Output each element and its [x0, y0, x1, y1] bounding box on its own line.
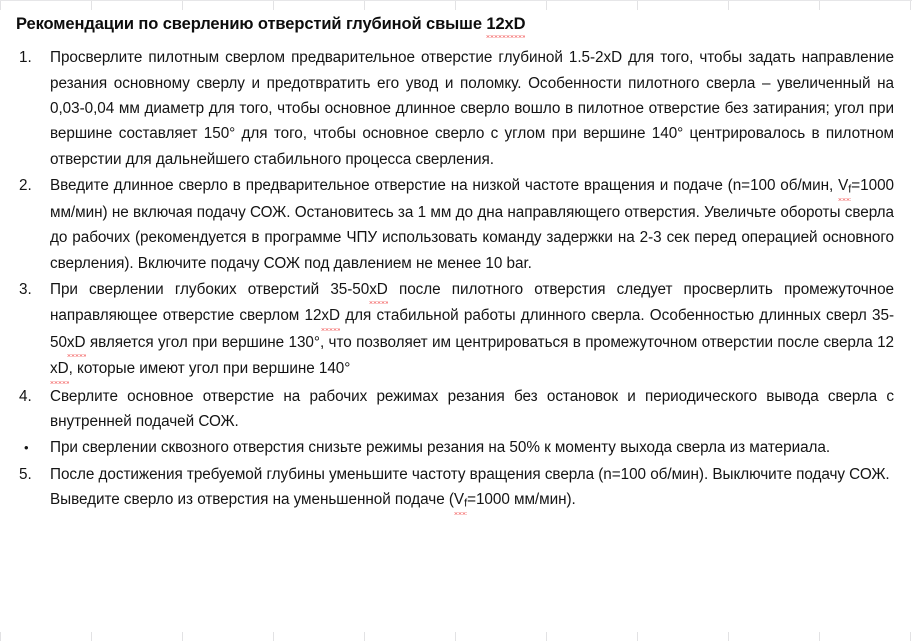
list-number-marker: 1. — [19, 49, 32, 67]
spellcheck-misspelled-word: 12xD — [486, 13, 526, 39]
list-item-text: При сверлении сквозного отверстия снизьт… — [50, 439, 831, 457]
list-bullet-marker: • — [24, 440, 29, 456]
list-item-text: После достижения требуемой глубины умень… — [50, 462, 896, 516]
spellcheck-misspelled-word: Vf — [453, 487, 468, 516]
list-item-text: Введите длинное сверло в предварительное… — [50, 173, 896, 276]
list-item: 3. При сверлении глубоких отверстий 35-50… — [16, 277, 896, 384]
list-number-marker: 5. — [19, 465, 32, 483]
list-number-marker: 3. — [19, 280, 32, 298]
list-item-text: Сверлите основное отверстие на рабочих р… — [50, 387, 894, 430]
list-item: • При сверлении сквозного отверстия снизь… — [16, 435, 896, 460]
spellcheck-misspelled-word: xD — [369, 277, 388, 305]
spellcheck-misspelled-word: xD — [321, 303, 340, 332]
instruction-list: 1. Просверлите пилотным сверлом предварит… — [16, 45, 896, 516]
list-item: 4. Сверлите основное отверстие на рабочих… — [16, 384, 896, 435]
list-item-text: Просверлите пилотным сверлом предварител… — [50, 49, 894, 168]
list-item-text: При сверлении глубоких отверстий 35-50xD… — [50, 277, 896, 384]
spellcheck-misspelled-word: xD — [66, 330, 86, 358]
page-title: Рекомендации по сверлению отверстий глуб… — [16, 13, 896, 39]
list-number-marker: 4. — [19, 387, 32, 405]
list-number-marker: 2. — [19, 177, 32, 195]
list-item: 5. После достижения требуемой глубины уме… — [16, 462, 896, 516]
subscript-text: f — [848, 183, 852, 196]
spellcheck-misspelled-word: xD — [50, 356, 69, 384]
list-item: 1. Просверлите пилотным сверлом предварит… — [16, 45, 896, 172]
spellcheck-misspelled-word: Vf — [838, 173, 852, 202]
subscript-text: f — [464, 497, 468, 510]
list-item: 2. Введите длинное сверло в предварительн… — [16, 173, 896, 276]
page-title-text: Рекомендации по сверлению отверстий глуб… — [16, 15, 487, 33]
